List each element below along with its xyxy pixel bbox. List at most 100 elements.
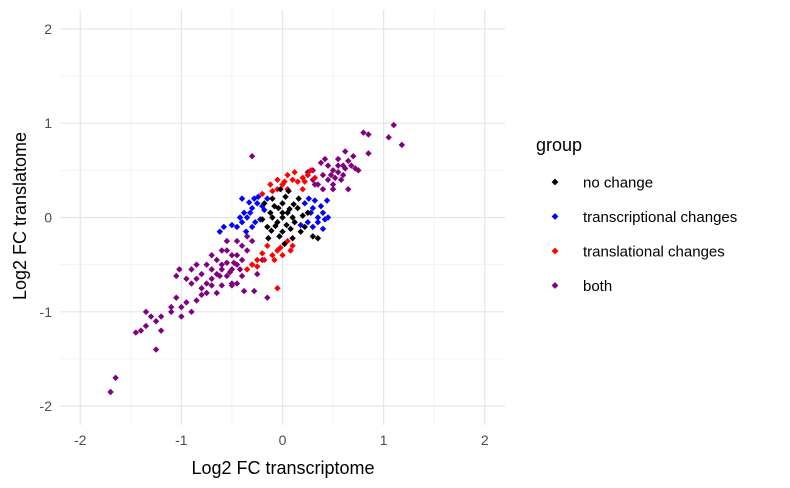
data-point bbox=[289, 176, 296, 183]
data-point bbox=[107, 388, 114, 396]
data-point bbox=[112, 374, 119, 382]
data-point bbox=[243, 214, 251, 221]
series-no-change bbox=[259, 186, 322, 248]
data-point bbox=[295, 195, 302, 202]
data-point bbox=[319, 225, 327, 233]
data-point bbox=[267, 181, 274, 188]
data-point bbox=[198, 270, 205, 278]
data-point bbox=[301, 178, 308, 185]
data-point bbox=[309, 204, 317, 212]
data-point bbox=[245, 199, 253, 206]
data-point bbox=[233, 252, 241, 259]
data-point bbox=[255, 193, 262, 200]
data-point bbox=[276, 233, 283, 240]
data-point bbox=[271, 256, 278, 264]
data-point bbox=[289, 235, 296, 242]
data-point bbox=[272, 222, 279, 230]
data-point bbox=[311, 181, 319, 188]
data-point bbox=[269, 214, 276, 221]
data-point bbox=[242, 228, 250, 235]
series-transcriptional-changes bbox=[216, 193, 332, 235]
data-point bbox=[294, 204, 301, 212]
data-point bbox=[168, 308, 175, 316]
data-point bbox=[248, 237, 256, 245]
data-point bbox=[178, 313, 185, 320]
data-point bbox=[198, 285, 205, 292]
data-point bbox=[307, 167, 315, 174]
data-point bbox=[299, 212, 306, 219]
data-point bbox=[283, 221, 290, 229]
data-point bbox=[324, 162, 332, 169]
data-point bbox=[176, 266, 183, 273]
legend-key bbox=[551, 282, 559, 289]
data-point bbox=[319, 171, 327, 179]
data-point bbox=[240, 287, 248, 295]
data-point bbox=[168, 303, 175, 311]
data-point bbox=[268, 227, 275, 234]
legend-label: both bbox=[583, 278, 612, 295]
data-point bbox=[327, 171, 335, 179]
data-point bbox=[254, 270, 261, 278]
data-point bbox=[203, 289, 210, 297]
data-point bbox=[365, 150, 372, 157]
data-point bbox=[269, 195, 276, 202]
data-point bbox=[213, 256, 220, 264]
data-point bbox=[152, 346, 160, 353]
data-point bbox=[291, 169, 298, 176]
data-point bbox=[223, 272, 231, 280]
data-point bbox=[233, 280, 241, 287]
legend: group no change transcriptional changes tr… bbox=[536, 135, 737, 295]
data-point bbox=[240, 209, 248, 216]
y-tick-label: 0 bbox=[44, 210, 52, 226]
data-point bbox=[236, 214, 244, 221]
data-point bbox=[329, 181, 337, 188]
data-point bbox=[248, 152, 256, 160]
data-point bbox=[147, 313, 155, 320]
data-point bbox=[269, 187, 276, 195]
data-point bbox=[289, 242, 296, 249]
data-point bbox=[398, 141, 406, 149]
data-point bbox=[334, 162, 342, 169]
data-point bbox=[233, 223, 241, 231]
data-point bbox=[291, 219, 298, 226]
data-point bbox=[321, 155, 329, 163]
data-point bbox=[279, 228, 286, 235]
data-point bbox=[267, 209, 274, 216]
data-point bbox=[317, 202, 325, 210]
data-point bbox=[277, 186, 284, 193]
data-point bbox=[352, 165, 359, 172]
data-point bbox=[261, 206, 268, 214]
data-point bbox=[279, 200, 286, 207]
data-point bbox=[157, 327, 165, 334]
data-point bbox=[286, 205, 293, 213]
data-point bbox=[173, 294, 180, 301]
data-point bbox=[331, 174, 339, 182]
data-point bbox=[319, 186, 327, 193]
data-point bbox=[284, 171, 291, 179]
data-point bbox=[157, 313, 165, 320]
data-point bbox=[275, 204, 282, 212]
data-point bbox=[274, 176, 281, 183]
data-point bbox=[226, 269, 234, 276]
data-point bbox=[264, 294, 271, 301]
data-point bbox=[277, 244, 284, 251]
data-point bbox=[345, 186, 352, 193]
data-point bbox=[238, 256, 246, 264]
data-point bbox=[265, 235, 272, 242]
legend-label: translational changes bbox=[583, 244, 725, 261]
data-point bbox=[342, 165, 349, 172]
data-point bbox=[311, 174, 319, 182]
data-point bbox=[259, 250, 266, 257]
data-point bbox=[216, 272, 223, 280]
data-point bbox=[238, 272, 246, 280]
data-point bbox=[203, 261, 210, 268]
data-point bbox=[198, 291, 205, 299]
data-point bbox=[193, 275, 200, 283]
data-point bbox=[248, 261, 256, 268]
data-point bbox=[254, 200, 261, 207]
y-tick-label: 1 bbox=[44, 115, 52, 131]
data-point bbox=[243, 247, 251, 254]
legend-key bbox=[551, 178, 559, 186]
data-point bbox=[329, 167, 337, 174]
data-point bbox=[334, 155, 342, 163]
